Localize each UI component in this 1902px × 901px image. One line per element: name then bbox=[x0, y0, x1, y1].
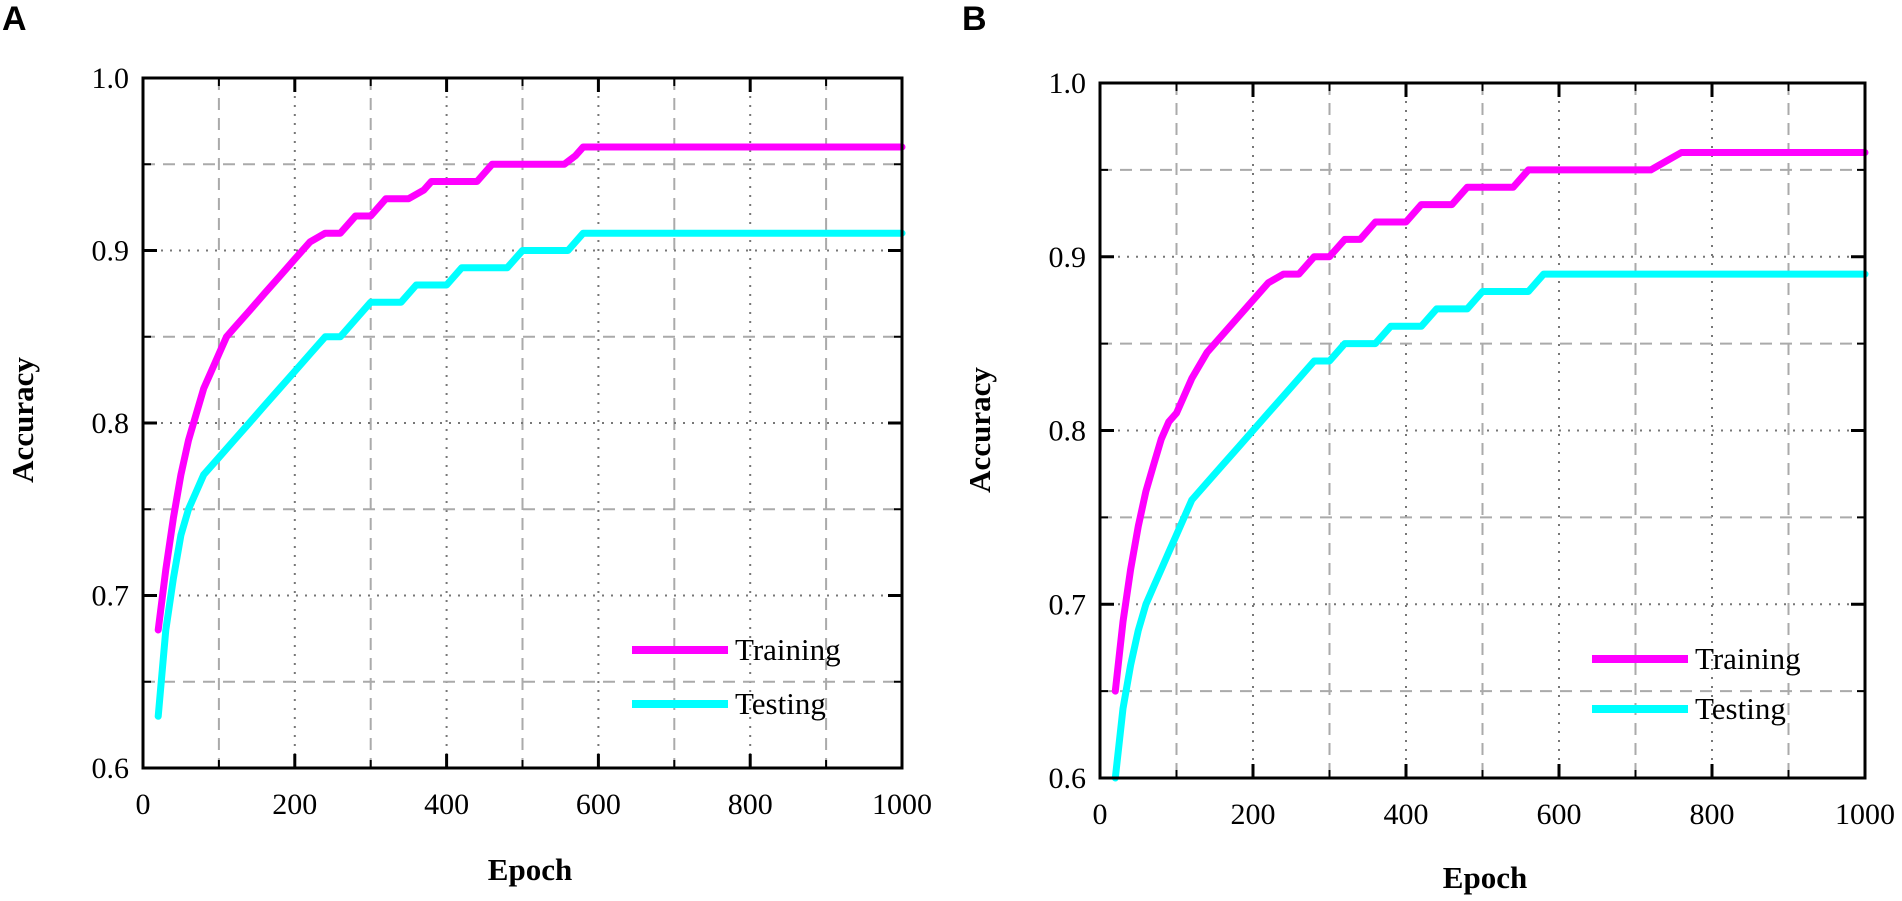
grid-b bbox=[1100, 83, 1865, 778]
legend-label-testing: Testing bbox=[1695, 691, 1786, 726]
x-axis-title-a: Epoch bbox=[488, 852, 572, 887]
y-tick-label: 0.7 bbox=[92, 580, 130, 613]
chart-panel-a: A 0 200 400 600 800 1000 0.6 0.7 0.8 0.9 1.0 Epoc… bbox=[2, 0, 932, 887]
x-tick-label: 0 bbox=[1093, 798, 1108, 831]
y-tick-label: 0.6 bbox=[92, 752, 130, 785]
series-line-training bbox=[154, 143, 906, 634]
x-tick-label: 200 bbox=[272, 788, 317, 821]
x-tick-label: 1000 bbox=[872, 788, 932, 821]
y-tick-label: 1.0 bbox=[1049, 67, 1087, 100]
x-tick-label: 400 bbox=[1384, 798, 1429, 831]
y-tick-label: 0.8 bbox=[92, 407, 130, 440]
series-a bbox=[154, 143, 906, 720]
legend-label-training: Training bbox=[1695, 641, 1801, 676]
series-line-training bbox=[1111, 149, 1869, 695]
x-tick-label: 600 bbox=[576, 788, 621, 821]
y-ticks-b: 0.6 0.7 0.8 0.9 1.0 bbox=[1049, 67, 1865, 795]
y-axis-title-b: Accuracy bbox=[962, 367, 997, 493]
y-tick-label: 0.7 bbox=[1049, 588, 1087, 621]
series-line-testing bbox=[154, 229, 906, 720]
y-ticks-a: 0.6 0.7 0.8 0.9 1.0 bbox=[92, 62, 902, 785]
grid-a bbox=[143, 78, 902, 768]
legend-b: Training Testing bbox=[1592, 641, 1801, 726]
x-tick-label: 400 bbox=[424, 788, 469, 821]
x-tick-label: 1000 bbox=[1835, 798, 1895, 831]
x-tick-label: 600 bbox=[1537, 798, 1582, 831]
y-tick-label: 0.9 bbox=[92, 235, 130, 268]
x-tick-label: 200 bbox=[1231, 798, 1276, 831]
panel-label-a: A bbox=[2, 0, 27, 38]
y-axis-title-a: Accuracy bbox=[5, 357, 40, 483]
x-tick-label: 800 bbox=[1690, 798, 1735, 831]
x-ticks-b: 0 200 400 600 800 1000 bbox=[1093, 83, 1895, 831]
x-axis-title-b: Epoch bbox=[1443, 860, 1527, 895]
y-tick-label: 0.6 bbox=[1049, 762, 1087, 795]
x-ticks-a: 0 200 400 600 800 1000 bbox=[136, 78, 932, 821]
y-tick-label: 0.8 bbox=[1049, 415, 1087, 448]
y-tick-label: 0.9 bbox=[1049, 241, 1087, 274]
x-tick-label: 0 bbox=[136, 788, 151, 821]
legend-label-training: Training bbox=[735, 632, 841, 667]
panel-label-b: B bbox=[962, 0, 987, 38]
legend-a: Training Testing bbox=[632, 632, 841, 721]
y-tick-label: 1.0 bbox=[92, 62, 130, 95]
x-tick-label: 800 bbox=[728, 788, 773, 821]
series-line-testing bbox=[1111, 270, 1869, 782]
chart-panel-b: B 0 200 400 600 800 1000 0.6 0.7 0.8 0.9 1.0 Epoc… bbox=[962, 0, 1895, 895]
series-b bbox=[1111, 149, 1869, 782]
legend-label-testing: Testing bbox=[735, 686, 826, 721]
